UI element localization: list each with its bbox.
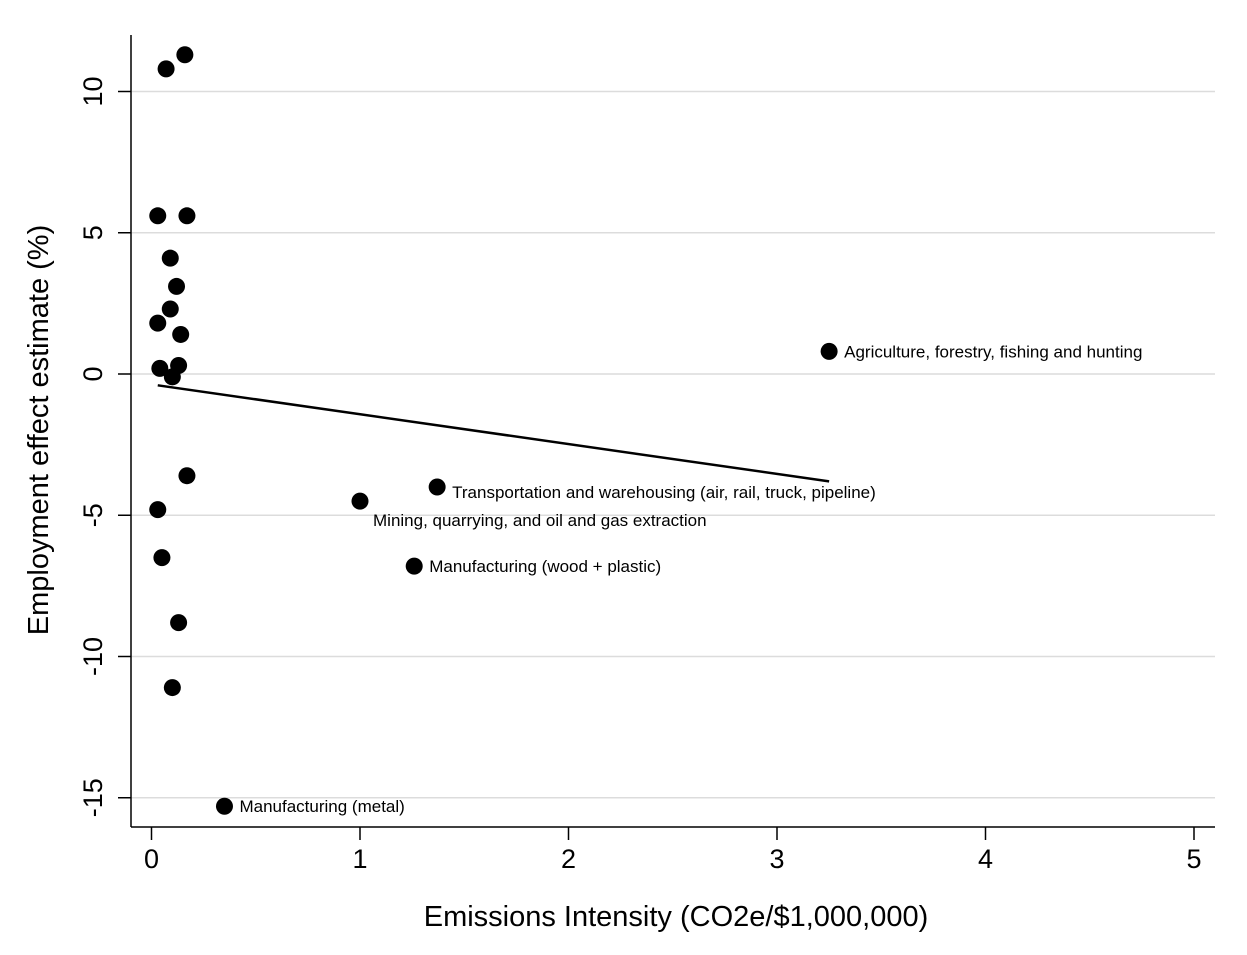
data-point	[153, 549, 171, 567]
point-label: Agriculture, forestry, fishing and hunti…	[844, 342, 1142, 361]
x-axis-title: Emissions Intensity (CO2e/$1,000,000)	[424, 901, 929, 933]
x-tick-label: 5	[1186, 844, 1201, 874]
data-point	[351, 492, 369, 510]
gridlines	[131, 90, 1215, 799]
y-tick-label: -5	[78, 503, 108, 527]
data-point	[820, 342, 838, 360]
data-point	[405, 557, 423, 575]
point-labels-layer: Agriculture, forestry, fishing and hunti…	[239, 342, 1142, 816]
data-point	[428, 478, 446, 496]
point-label: Mining, quarrying, and oil and gas extra…	[373, 511, 707, 530]
y-axis-title: Employment effect estimate (%)	[23, 225, 55, 635]
data-point	[215, 797, 233, 815]
points-layer	[149, 46, 838, 815]
data-point	[163, 368, 181, 386]
point-label: Manufacturing (wood + plastic)	[429, 557, 661, 576]
data-point	[178, 207, 196, 225]
y-tick-label: 5	[78, 225, 108, 240]
x-tick-label: 4	[978, 844, 993, 874]
data-point	[161, 249, 179, 267]
data-point	[149, 207, 167, 225]
data-point	[151, 359, 169, 377]
data-point	[168, 277, 186, 295]
x-tick-label: 1	[352, 844, 367, 874]
data-point	[149, 501, 167, 519]
data-point	[163, 679, 181, 697]
data-point	[149, 314, 167, 332]
fit-line-layer	[157, 384, 830, 483]
x-tick-label: 2	[561, 844, 576, 874]
y-tick-label: 10	[78, 76, 108, 106]
data-point	[157, 60, 175, 78]
axes: -15 -10 -5 0 5 10 0 1 2 3 4 5	[78, 35, 1215, 874]
point-label: Transportation and warehousing (air, rai…	[452, 483, 876, 502]
data-point	[176, 46, 194, 64]
y-tick-label: -15	[78, 778, 108, 817]
y-tick-label: -10	[78, 637, 108, 676]
data-point	[172, 325, 190, 343]
data-point	[178, 467, 196, 485]
x-tick-label: 0	[144, 844, 159, 874]
fit-line	[157, 384, 830, 483]
point-label: Manufacturing (metal)	[239, 797, 404, 816]
x-tick-label: 3	[769, 844, 784, 874]
data-point	[170, 614, 188, 632]
data-point	[161, 300, 179, 318]
y-tick-label: 0	[78, 366, 108, 381]
